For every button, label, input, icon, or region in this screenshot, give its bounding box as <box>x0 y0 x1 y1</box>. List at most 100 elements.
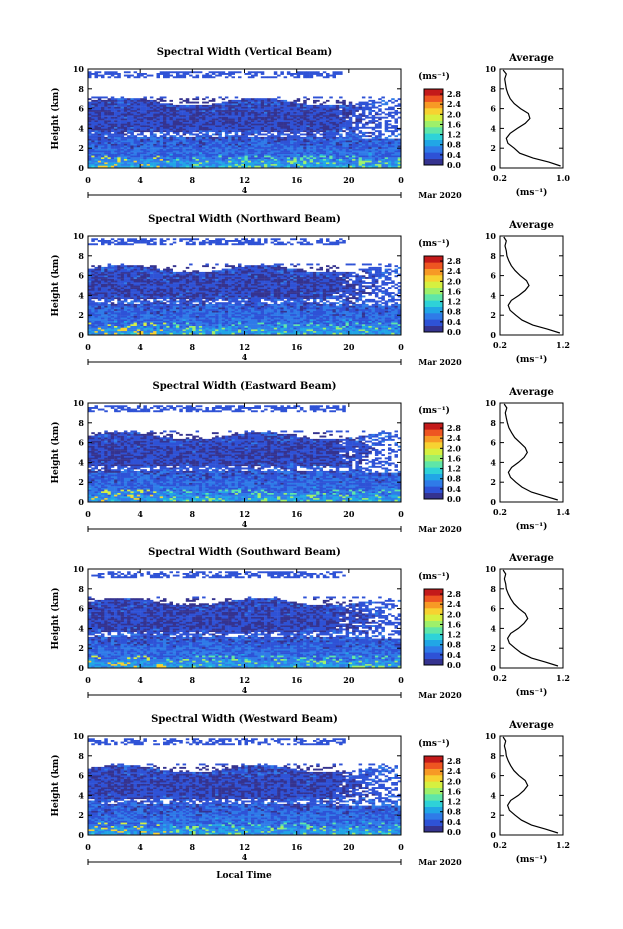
heatmap-cell <box>150 309 154 311</box>
heatmap-cell <box>183 159 187 161</box>
heatmap-cell <box>336 122 340 124</box>
heatmap-cell <box>98 139 102 141</box>
heatmap-cells <box>88 71 401 167</box>
heatmap-cell <box>134 155 138 157</box>
heatmap-cell <box>111 149 115 151</box>
heatmap-cell <box>297 155 301 157</box>
heatmap-cell <box>271 149 275 151</box>
heatmap-cell <box>245 155 249 157</box>
heatmap-cell <box>280 71 284 73</box>
heatmap-cell <box>104 240 108 242</box>
heatmap-cell <box>143 269 147 271</box>
heatmap-cell <box>372 140 376 142</box>
heatmap-cell <box>293 139 297 141</box>
heatmap-cell <box>284 157 288 159</box>
heatmap-cell <box>147 324 151 326</box>
heatmap-cell <box>163 142 167 144</box>
heatmap-cell <box>124 319 128 321</box>
heatmap-cell <box>95 304 99 306</box>
heatmap-cell <box>95 324 99 326</box>
heatmap-cell <box>95 326 99 328</box>
heatmap-cell <box>157 127 161 129</box>
heatmap-cell <box>303 100 307 102</box>
heatmap-cell <box>300 155 304 157</box>
heatmap-cell <box>336 129 340 131</box>
heatmap-cell <box>372 107 376 109</box>
heatmap-cell <box>143 296 147 298</box>
heatmap-cell <box>212 166 216 168</box>
heatmap-cell <box>114 76 118 78</box>
heatmap-cell <box>150 157 154 159</box>
heatmap-cell <box>186 140 190 142</box>
heatmap-cell <box>192 145 196 147</box>
heatmap-cell <box>313 108 317 110</box>
heatmap-cell <box>284 162 288 164</box>
heatmap-cell <box>258 100 262 102</box>
heatmap-cell <box>368 122 372 124</box>
heatmap-cell <box>108 299 112 301</box>
heatmap-cell <box>95 157 99 159</box>
heatmap-cell <box>251 122 255 124</box>
heatmap-cell <box>333 147 337 149</box>
heatmap-cell <box>349 124 353 126</box>
heatmap-cell <box>124 161 128 163</box>
heatmap-cell <box>209 166 213 168</box>
heatmap-cell <box>232 118 236 120</box>
heatmap-cell <box>192 137 196 139</box>
heatmap-cell <box>104 118 108 120</box>
heatmap-cell <box>127 326 131 328</box>
heatmap-cell <box>124 328 128 330</box>
heatmap-cell <box>300 147 304 149</box>
heatmap-cell <box>241 120 245 122</box>
heatmap-cell <box>183 155 187 157</box>
heatmap-cell <box>101 324 105 326</box>
heatmap-cell <box>108 129 112 131</box>
heatmap-cell <box>111 297 115 299</box>
heatmap-cell <box>238 162 242 164</box>
heatmap-cell <box>192 130 196 132</box>
heatmap-cell <box>140 296 144 298</box>
heatmap-cell <box>218 162 222 164</box>
heatmap-cell <box>111 73 115 75</box>
heatmap-cell <box>205 132 209 134</box>
heatmap-cell <box>199 129 203 131</box>
heatmap-cell <box>222 152 226 154</box>
heatmap-cell <box>130 238 134 240</box>
heatmap-cell <box>264 147 268 149</box>
heatmap-cell <box>212 147 216 149</box>
heatmap-cell <box>215 107 219 109</box>
heatmap-cell <box>117 139 121 141</box>
heatmap-cell <box>303 76 307 78</box>
heatmap-cell <box>150 145 154 147</box>
heatmap-cell <box>130 265 134 267</box>
heatmap-cell <box>326 113 330 115</box>
heatmap-cell <box>98 157 102 159</box>
heatmap-cell <box>274 100 278 102</box>
heatmap-cell <box>108 157 112 159</box>
heatmap-cell <box>316 117 320 119</box>
heatmap-cell <box>130 161 134 163</box>
heatmap-cell <box>147 240 151 242</box>
heatmap-cell <box>212 127 216 129</box>
heatmap-cell <box>114 120 118 122</box>
heatmap-cell <box>153 124 157 126</box>
heatmap-cell <box>127 274 131 276</box>
heatmap-cell <box>186 137 190 139</box>
heatmap-cell <box>277 142 281 144</box>
heatmap-cell <box>160 289 164 291</box>
heatmap-cell <box>385 150 389 152</box>
heatmap-cell <box>238 110 242 112</box>
heatmap-cell <box>153 107 157 109</box>
heatmap-cell <box>251 98 255 100</box>
heatmap-cell <box>130 302 134 304</box>
heatmap-cell <box>277 150 281 152</box>
heatmap-cell <box>130 98 134 100</box>
heatmap-cell <box>183 145 187 147</box>
heatmap-cell <box>326 150 330 152</box>
heatmap-cell <box>388 127 392 129</box>
heatmap-cell <box>222 129 226 131</box>
heatmap-cell <box>378 147 382 149</box>
heatmap-cell <box>150 137 154 139</box>
heatmap-cell <box>218 124 222 126</box>
heatmap-cell <box>101 317 105 319</box>
